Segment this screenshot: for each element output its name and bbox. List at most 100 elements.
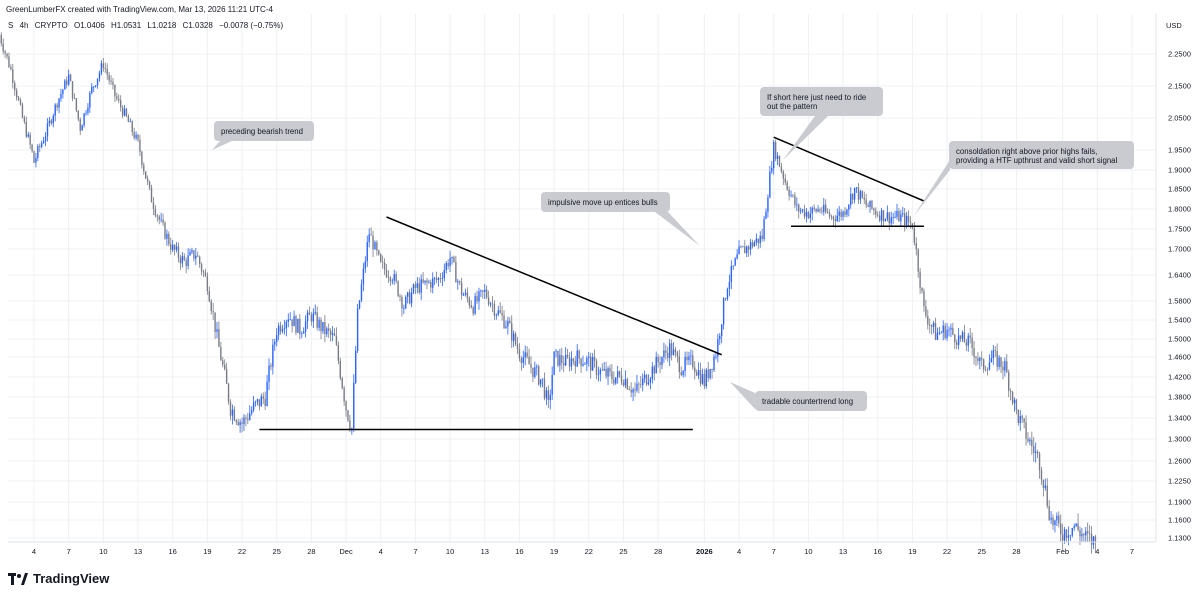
time-tick-label: 4 bbox=[379, 547, 383, 556]
candle-body bbox=[759, 235, 761, 243]
candle-body bbox=[811, 207, 813, 214]
candle-body bbox=[615, 377, 617, 384]
candle-body bbox=[1036, 451, 1039, 454]
annotation-countertrend[interactable]: tradable countertrend long bbox=[730, 382, 867, 411]
candle-body bbox=[690, 355, 692, 357]
candle-body bbox=[1000, 357, 1002, 367]
candle-body bbox=[339, 360, 341, 379]
candle-body bbox=[859, 191, 862, 200]
high-value: H1.0531 bbox=[110, 21, 142, 30]
candle-body bbox=[141, 151, 143, 166]
candle-body bbox=[909, 221, 912, 224]
candle-body bbox=[751, 242, 754, 247]
candle-body bbox=[553, 351, 555, 375]
candle-body bbox=[566, 354, 569, 357]
candle-body bbox=[894, 216, 896, 218]
candle-body bbox=[329, 330, 332, 335]
symbol-label[interactable]: S bbox=[8, 21, 14, 30]
candle-body bbox=[875, 210, 877, 215]
candle-body bbox=[310, 314, 313, 322]
candle-body bbox=[52, 115, 54, 124]
candle-body bbox=[449, 258, 451, 267]
candle-body bbox=[607, 368, 609, 377]
candle-body bbox=[21, 104, 24, 118]
candle-body bbox=[636, 383, 638, 391]
candle-body bbox=[1075, 523, 1077, 527]
time-tick-label: 22 bbox=[238, 547, 246, 556]
annotation-preceding[interactable]: preceding bearish trend bbox=[212, 121, 314, 150]
candle-body bbox=[965, 342, 968, 346]
candle-body bbox=[435, 277, 438, 280]
candle-body bbox=[686, 356, 688, 361]
price-axis[interactable]: 2.2500 2.1500 2.0500 1.9500 1.9000 1.8500 1.80… bbox=[1168, 50, 1191, 543]
candle-body bbox=[946, 329, 948, 339]
candle-body bbox=[66, 80, 68, 85]
candle-body bbox=[605, 368, 607, 377]
candle-body bbox=[645, 374, 648, 385]
candle-body bbox=[264, 398, 266, 406]
candle-body bbox=[620, 375, 623, 383]
candle-body bbox=[493, 303, 496, 316]
candle-body bbox=[428, 281, 430, 283]
time-axis[interactable]: 4 7 10 13 16 19 22 25 28 Dec 4 7 10 13 16 19 22 25 28 2026 4… bbox=[32, 547, 1134, 556]
candle-body bbox=[640, 384, 642, 386]
candles[interactable] bbox=[0, 32, 1097, 554]
time-tick-label: 2026 bbox=[696, 547, 713, 556]
candle-body bbox=[118, 98, 120, 101]
annotation-box bbox=[949, 141, 1134, 169]
candle-body bbox=[518, 349, 521, 359]
candle-body bbox=[742, 246, 744, 248]
candle-body bbox=[695, 372, 698, 376]
annotation-impulsive[interactable]: impulsive move up entices bulls bbox=[541, 192, 700, 246]
annotation-bubbles[interactable]: preceding bearish trend impulsive move up… bbox=[212, 87, 1134, 411]
candle-body bbox=[601, 369, 603, 371]
drawn-lines[interactable] bbox=[259, 136, 925, 431]
candle-body bbox=[1042, 479, 1045, 488]
candle-body bbox=[145, 171, 147, 179]
candle-body bbox=[316, 312, 318, 328]
candle-body bbox=[356, 308, 359, 351]
candle-body bbox=[283, 328, 286, 330]
trendline-descending-line[interactable] bbox=[386, 216, 722, 356]
candle-body bbox=[276, 334, 278, 342]
candle-body bbox=[1023, 418, 1025, 423]
candle-body bbox=[1079, 529, 1081, 537]
candle-body bbox=[1086, 531, 1089, 534]
candle-body bbox=[1063, 529, 1066, 541]
candle-body bbox=[189, 252, 191, 256]
candle-body bbox=[478, 291, 480, 302]
currency-label[interactable]: USD bbox=[1166, 21, 1182, 30]
candle-body bbox=[815, 208, 817, 212]
time-tick-label: 4 bbox=[737, 547, 741, 556]
time-tick-label: 28 bbox=[1012, 547, 1020, 556]
candle-body bbox=[459, 281, 461, 283]
annotation-text: consoldation right above prior highs fai… bbox=[956, 147, 1097, 156]
candle-body bbox=[719, 335, 721, 340]
candle-body bbox=[497, 310, 499, 315]
annotation-consolidation[interactable]: consoldation right above prior highs fai… bbox=[913, 141, 1134, 217]
candle-body bbox=[137, 134, 139, 140]
candle-body bbox=[133, 132, 135, 139]
candle-body bbox=[701, 373, 704, 384]
tradingview-logo[interactable]: TradingView bbox=[8, 571, 109, 586]
trendline-consolidation-line[interactable] bbox=[773, 136, 925, 202]
candle-body bbox=[763, 218, 765, 239]
candle-body bbox=[499, 310, 501, 313]
candle-body bbox=[622, 382, 625, 386]
candle-body bbox=[1008, 372, 1010, 391]
candle-body bbox=[590, 356, 592, 371]
candle-body bbox=[154, 208, 157, 216]
annotation-text: If short here just need to ride bbox=[767, 93, 866, 102]
candle-body bbox=[761, 235, 763, 239]
candle-body bbox=[254, 401, 257, 403]
candle-body bbox=[994, 350, 996, 352]
candle-body bbox=[146, 178, 149, 182]
candle-body bbox=[214, 312, 216, 332]
candle-body bbox=[788, 189, 790, 196]
interval-label[interactable]: 4h bbox=[19, 21, 29, 30]
candle-body bbox=[730, 266, 733, 282]
annotation-box bbox=[760, 87, 883, 116]
candle-body bbox=[1065, 529, 1068, 538]
